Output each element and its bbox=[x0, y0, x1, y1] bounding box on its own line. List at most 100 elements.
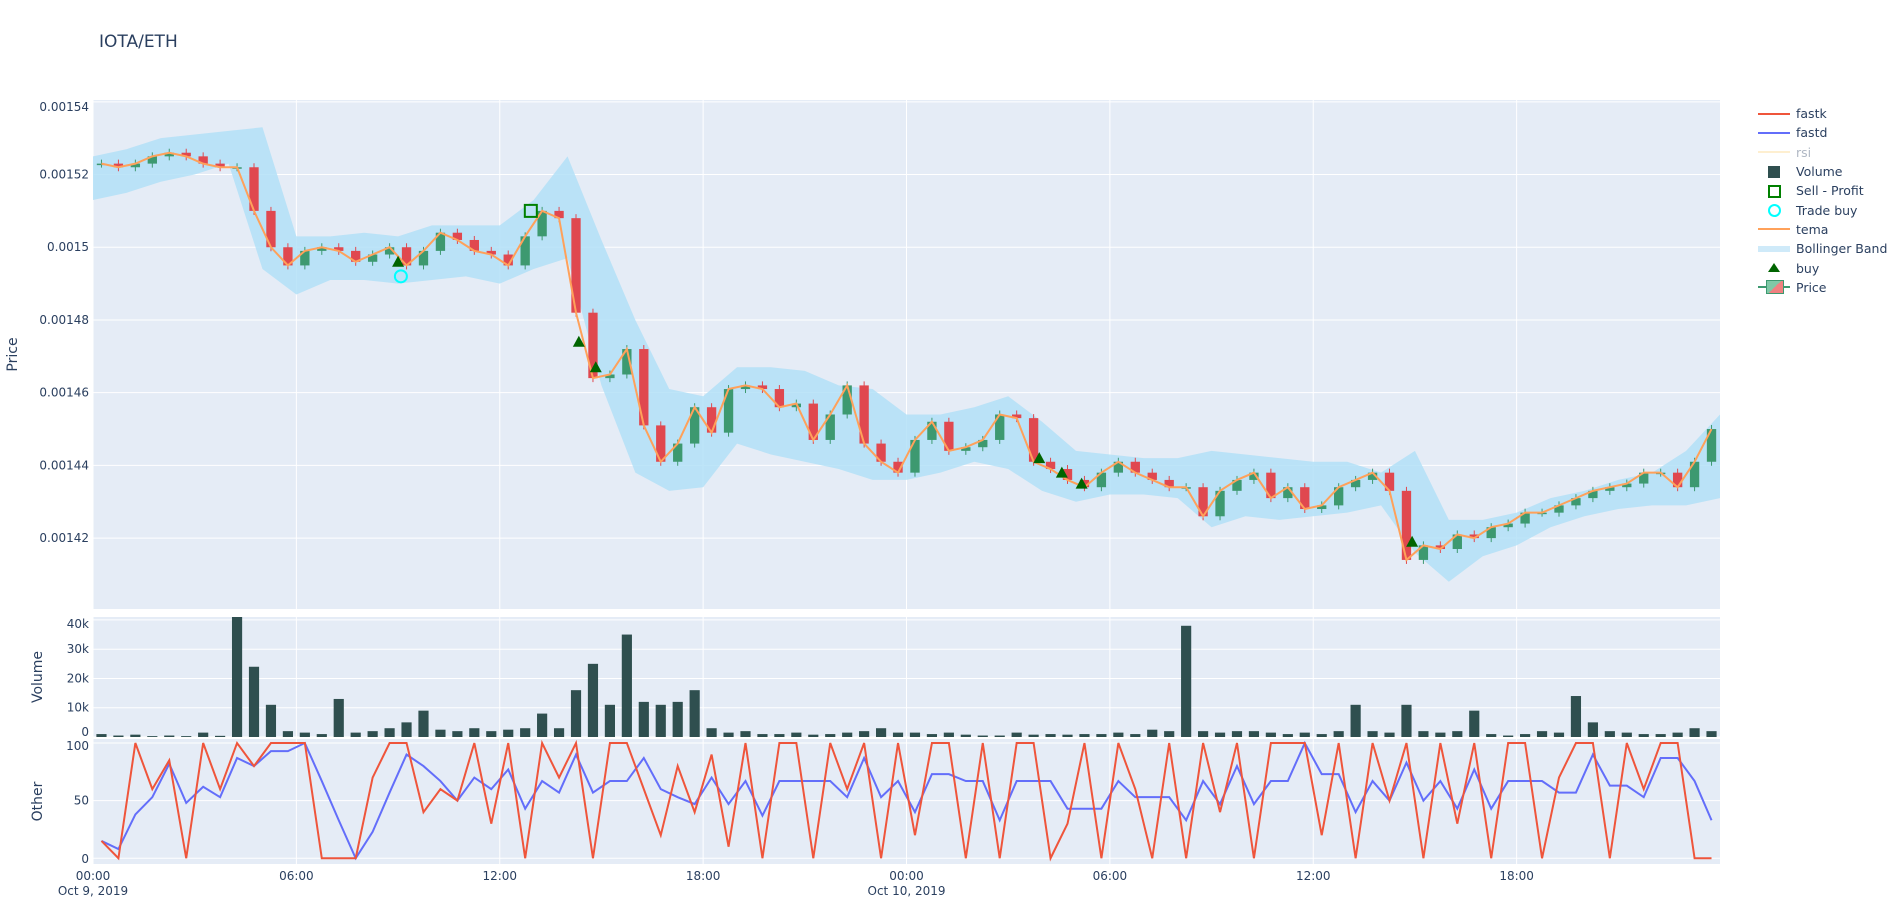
volume-bar bbox=[299, 732, 310, 737]
volume-bar bbox=[130, 734, 141, 737]
candle-body bbox=[486, 250, 496, 255]
volume-bar bbox=[1401, 704, 1412, 737]
y-tick-label: 0.00146 bbox=[39, 386, 89, 400]
candle-body bbox=[1367, 472, 1378, 480]
volume-bar bbox=[892, 732, 904, 737]
candle-body bbox=[334, 247, 344, 251]
candle-body bbox=[1520, 512, 1530, 524]
candle-body bbox=[1401, 490, 1412, 560]
volume-bar bbox=[553, 728, 565, 737]
triangle-up-icon bbox=[1756, 260, 1792, 276]
candle-body bbox=[1672, 472, 1683, 488]
legend-label: fastd bbox=[1796, 125, 1828, 141]
candle-body bbox=[706, 407, 717, 433]
y-axis-title: Other bbox=[30, 781, 46, 821]
candle-body bbox=[503, 254, 513, 266]
volume-bar bbox=[994, 735, 1005, 737]
candle-body bbox=[893, 461, 903, 473]
volume-bar bbox=[774, 734, 785, 737]
x-date-label: Oct 10, 2019 bbox=[868, 884, 946, 898]
candle-body bbox=[1096, 472, 1107, 488]
volume-bar bbox=[1350, 704, 1361, 737]
candle-body bbox=[689, 407, 700, 444]
volume-bar bbox=[808, 734, 819, 737]
candle-body bbox=[367, 254, 378, 262]
x-tick-label: 12:00 bbox=[1296, 869, 1331, 883]
volume-bar bbox=[875, 728, 887, 737]
legend-item-bollinger-band[interactable]: Bollinger Band bbox=[1756, 239, 1887, 258]
y-tick-label: 40k bbox=[67, 617, 89, 631]
candle-body bbox=[452, 232, 463, 240]
volume-bar bbox=[1418, 731, 1429, 737]
candle-body bbox=[1605, 487, 1615, 491]
candle-body bbox=[1639, 472, 1649, 484]
candle-body bbox=[944, 421, 954, 451]
legend-label: Bollinger Band bbox=[1796, 241, 1888, 257]
candle-body bbox=[1028, 418, 1039, 462]
volume-bar bbox=[1706, 731, 1717, 737]
candle-body bbox=[113, 163, 124, 168]
legend-item-buy[interactable]: buy bbox=[1756, 258, 1887, 277]
legend-item-sell-profit[interactable]: Sell - Profit bbox=[1756, 181, 1887, 200]
volume-bar bbox=[1553, 732, 1565, 737]
volume-bar bbox=[706, 728, 717, 737]
volume-bar bbox=[1096, 734, 1107, 737]
y-tick-label: 0 bbox=[81, 725, 89, 739]
volume-bar bbox=[1452, 731, 1463, 737]
legend-item-fastd[interactable]: fastd bbox=[1756, 123, 1887, 142]
buy-marker bbox=[392, 255, 405, 267]
candle-body bbox=[1571, 498, 1581, 506]
volume-bar bbox=[1299, 732, 1310, 737]
candle-body bbox=[757, 385, 768, 390]
candle-body bbox=[1283, 487, 1293, 499]
x-tick-label: 18:00 bbox=[686, 869, 721, 883]
candle-body bbox=[1334, 487, 1344, 506]
legend-item-trade-buy[interactable]: Trade buy bbox=[1756, 200, 1887, 219]
volume-bar bbox=[1536, 731, 1548, 737]
candle-body bbox=[300, 250, 310, 266]
volume-bar bbox=[96, 734, 107, 737]
legend-label: Price bbox=[1796, 279, 1827, 295]
y-tick-label: 0.00144 bbox=[39, 458, 89, 472]
buy-marker bbox=[1406, 535, 1419, 547]
band-icon bbox=[1756, 241, 1792, 257]
y-tick-label: 0.00142 bbox=[39, 531, 89, 545]
candle-body bbox=[1113, 461, 1124, 473]
legend-item-price[interactable]: Price bbox=[1756, 278, 1887, 297]
volume-bar bbox=[265, 704, 277, 737]
legend-item-volume[interactable]: Volume bbox=[1756, 162, 1887, 181]
candle-body bbox=[622, 349, 632, 375]
y-axis-title: Price bbox=[5, 337, 21, 371]
candle-body bbox=[554, 210, 564, 219]
legend-item-rsi[interactable]: rsi bbox=[1756, 143, 1887, 162]
candle-body bbox=[249, 167, 259, 211]
candle-body bbox=[1249, 472, 1259, 480]
volume-bar bbox=[621, 634, 632, 737]
volume-bar bbox=[181, 736, 192, 737]
candle-body bbox=[435, 232, 446, 251]
candle-body bbox=[418, 250, 429, 266]
candle-body bbox=[1554, 505, 1564, 513]
volume-bar bbox=[401, 722, 412, 737]
volume-bar bbox=[1435, 732, 1446, 737]
volume-bar bbox=[926, 734, 938, 737]
volume-bar bbox=[316, 734, 327, 737]
candle-body bbox=[215, 163, 225, 168]
candle-body bbox=[1418, 545, 1429, 560]
legend-item-fastk[interactable]: fastk bbox=[1756, 104, 1887, 123]
y-tick-label: 50 bbox=[74, 794, 89, 808]
candle-body bbox=[1215, 490, 1225, 517]
volume-bar bbox=[1655, 734, 1666, 737]
volume-bar bbox=[977, 735, 988, 737]
volume-bar bbox=[248, 666, 260, 737]
candle-body bbox=[469, 239, 479, 251]
x-tick-label: 00:00 bbox=[76, 869, 111, 883]
volume-bar bbox=[723, 732, 734, 737]
candle-body bbox=[317, 247, 327, 251]
candle-body bbox=[1588, 490, 1598, 499]
volume-bar bbox=[859, 731, 870, 737]
candle-body bbox=[130, 163, 141, 168]
volume-bar bbox=[825, 734, 836, 737]
legend-item-tema[interactable]: tema bbox=[1756, 220, 1887, 239]
circle-open-icon bbox=[1756, 202, 1792, 218]
